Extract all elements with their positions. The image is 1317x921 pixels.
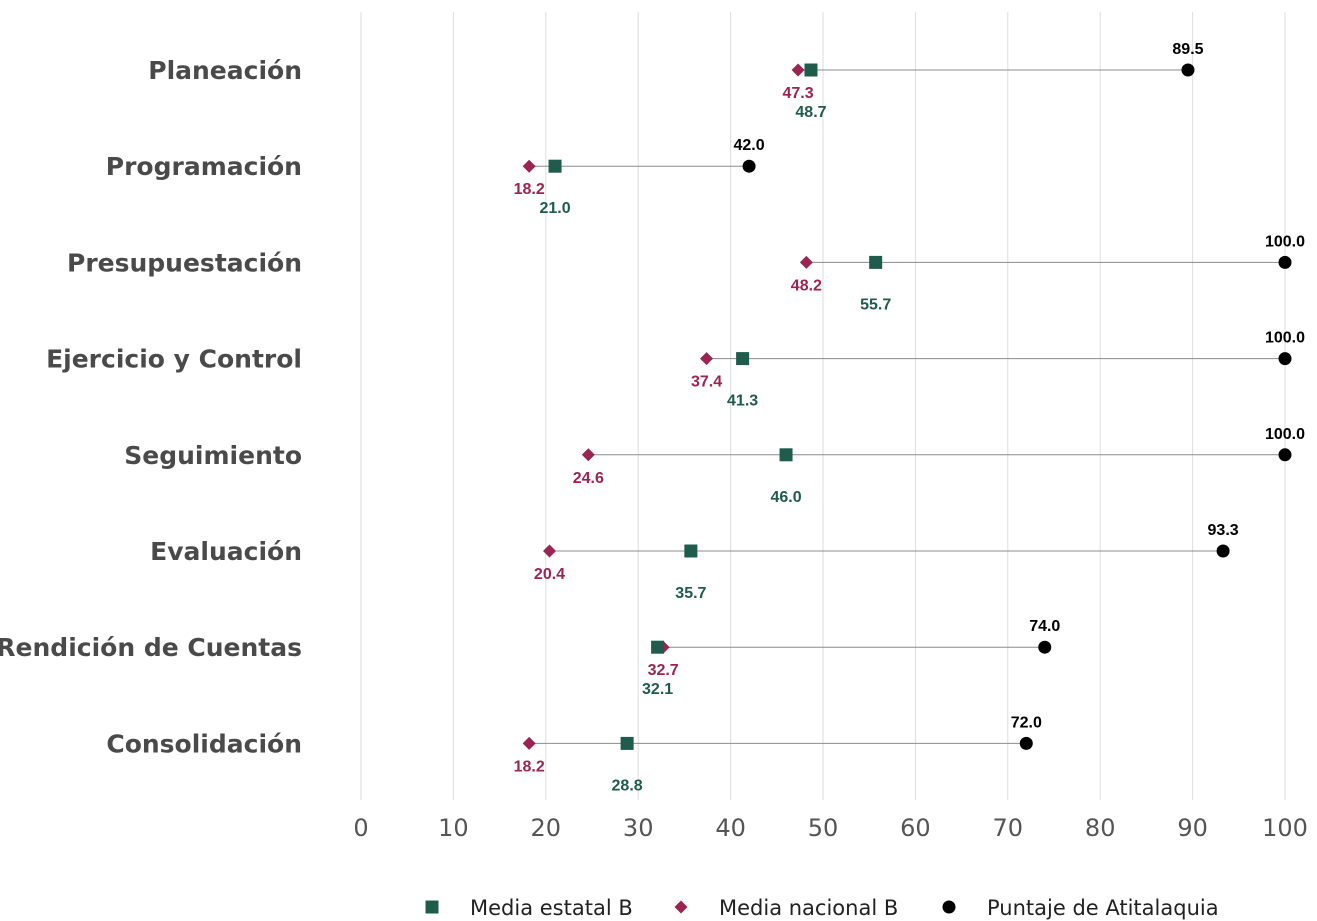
nacional-marker xyxy=(799,255,813,269)
category-labels: Planeación Programación Presupuestación Eje… xyxy=(0,56,302,758)
estatal-value-label: 48.7 xyxy=(795,104,826,121)
nacional-value-label: 20.4 xyxy=(534,566,565,583)
puntaje-value-label: 72.0 xyxy=(1011,714,1042,731)
legend-label: Puntaje de Atitalaquia xyxy=(987,896,1219,920)
nacional-value-label: 48.2 xyxy=(791,277,822,294)
estatal-value-label: 41.3 xyxy=(727,393,758,410)
data-markers xyxy=(522,63,1292,750)
puntaje-marker xyxy=(1216,544,1230,558)
estatal-marker xyxy=(620,736,634,750)
x-tick-label: 40 xyxy=(715,814,746,842)
x-tick-label: 20 xyxy=(531,814,562,842)
nacional-marker xyxy=(542,544,556,558)
nacional-value-label: 47.3 xyxy=(782,85,813,102)
range-connectors xyxy=(529,69,1285,744)
legend: Media estatal B Media nacional B Puntaje d… xyxy=(425,896,1219,920)
estatal-value-label: 35.7 xyxy=(675,585,706,602)
x-tick-label: 60 xyxy=(900,814,931,842)
estatal-marker xyxy=(869,255,883,269)
x-tick-label: 10 xyxy=(438,814,469,842)
puntaje-marker xyxy=(1278,448,1292,462)
puntaje-marker xyxy=(1278,352,1292,366)
estatal-value-label: 32.1 xyxy=(642,681,673,698)
puntaje-value-label: 100.0 xyxy=(1265,233,1305,250)
estatal-value-label: 21.0 xyxy=(539,200,570,217)
x-tick-label: 70 xyxy=(993,814,1024,842)
legend-label: Media estatal B xyxy=(470,896,633,920)
estatal-value-label: 46.0 xyxy=(770,489,801,506)
data-labels: 47.3 48.7 89.5 18.2 21.0 42.0 48.2 55.7 100.0 37.… xyxy=(514,41,1306,794)
x-tick-label: 30 xyxy=(623,814,654,842)
estatal-value-label: 55.7 xyxy=(860,296,891,313)
puntaje-marker xyxy=(1019,736,1033,750)
nacional-marker xyxy=(791,63,805,77)
nacional-marker xyxy=(581,448,595,462)
x-tick-label: 100 xyxy=(1262,814,1308,842)
legend-marker xyxy=(942,900,956,914)
category-label: Presupuestación xyxy=(67,248,302,277)
category-label: Consolidación xyxy=(106,729,302,758)
x-tick-label: 50 xyxy=(808,814,839,842)
nacional-value-label: 37.4 xyxy=(691,374,722,391)
grid-lines xyxy=(360,12,1286,800)
puntaje-marker xyxy=(1181,63,1195,77)
x-tick-label: 0 xyxy=(353,814,368,842)
legend-label: Media nacional B xyxy=(719,896,898,920)
category-label: Ejercicio y Control xyxy=(46,345,302,374)
puntaje-value-label: 89.5 xyxy=(1172,41,1203,58)
estatal-marker xyxy=(684,544,698,558)
nacional-value-label: 18.2 xyxy=(514,181,545,198)
legend-marker xyxy=(674,900,688,914)
puntaje-value-label: 74.0 xyxy=(1029,618,1060,635)
estatal-marker xyxy=(548,159,562,173)
nacional-value-label: 32.7 xyxy=(648,662,679,679)
nacional-marker xyxy=(522,159,536,173)
nacional-value-label: 24.6 xyxy=(573,470,604,487)
nacional-marker xyxy=(522,736,536,750)
category-label: Programación xyxy=(106,152,302,181)
puntaje-value-label: 93.3 xyxy=(1208,522,1239,539)
estatal-marker xyxy=(804,63,818,77)
nacional-marker xyxy=(700,352,714,366)
category-label: Seguimiento xyxy=(124,441,302,470)
estatal-marker xyxy=(736,352,750,366)
puntaje-value-label: 100.0 xyxy=(1265,426,1305,443)
puntaje-marker xyxy=(1278,255,1292,269)
x-tick-label: 90 xyxy=(1177,814,1208,842)
estatal-marker xyxy=(651,640,665,654)
estatal-value-label: 28.8 xyxy=(612,777,643,794)
puntaje-value-label: 42.0 xyxy=(734,137,765,154)
x-axis-tick-labels: 0 10 20 30 40 50 60 70 80 90 100 xyxy=(353,814,1308,842)
legend-marker xyxy=(425,900,439,914)
nacional-value-label: 18.2 xyxy=(514,758,545,775)
puntaje-marker xyxy=(742,159,756,173)
category-label: Rendición de Cuentas xyxy=(0,633,302,662)
puntaje-value-label: 100.0 xyxy=(1265,330,1305,347)
x-tick-label: 80 xyxy=(1085,814,1116,842)
puntaje-marker xyxy=(1038,640,1052,654)
estatal-marker xyxy=(779,448,793,462)
category-label: Evaluación xyxy=(150,537,302,566)
category-label: Planeación xyxy=(148,56,302,85)
